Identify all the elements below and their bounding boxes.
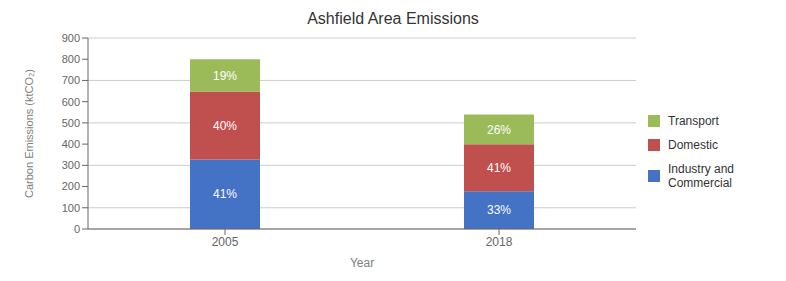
html-text:Domestic: Domestic bbox=[668, 137, 718, 152]
svg-text:Year: Year bbox=[350, 256, 374, 270]
svg-text:41%: 41% bbox=[487, 161, 511, 175]
svg-text:200: 200 bbox=[62, 180, 80, 192]
svg-text:0: 0 bbox=[74, 223, 80, 235]
svg-text:500: 500 bbox=[62, 117, 80, 129]
svg-text:2018: 2018 bbox=[486, 235, 513, 249]
svg-text:33%: 33% bbox=[487, 203, 511, 217]
html-text:Industry and Commercial: Industry and Commercial bbox=[668, 161, 734, 190]
svg-text:26%: 26% bbox=[487, 123, 511, 137]
svg-text:Carbon Emissions (ktCO₂): Carbon Emissions (ktCO₂) bbox=[23, 69, 35, 198]
svg-text:41%: 41% bbox=[213, 187, 237, 201]
html-text:Ashfield Area Emissions: Ashfield Area Emissions bbox=[307, 10, 479, 27]
svg-text:800: 800 bbox=[62, 53, 80, 65]
svg-text:900: 900 bbox=[62, 32, 80, 44]
svg-text:19%: 19% bbox=[213, 69, 237, 83]
svg-text:600: 600 bbox=[62, 96, 80, 108]
svg-text:300: 300 bbox=[62, 159, 80, 171]
svg-text:40%: 40% bbox=[213, 119, 237, 133]
svg-text:400: 400 bbox=[62, 138, 80, 150]
svg-text:700: 700 bbox=[62, 74, 80, 86]
html-text:Transport: Transport bbox=[668, 113, 719, 128]
svg-text:2005: 2005 bbox=[212, 235, 239, 249]
svg-text:100: 100 bbox=[62, 202, 80, 214]
